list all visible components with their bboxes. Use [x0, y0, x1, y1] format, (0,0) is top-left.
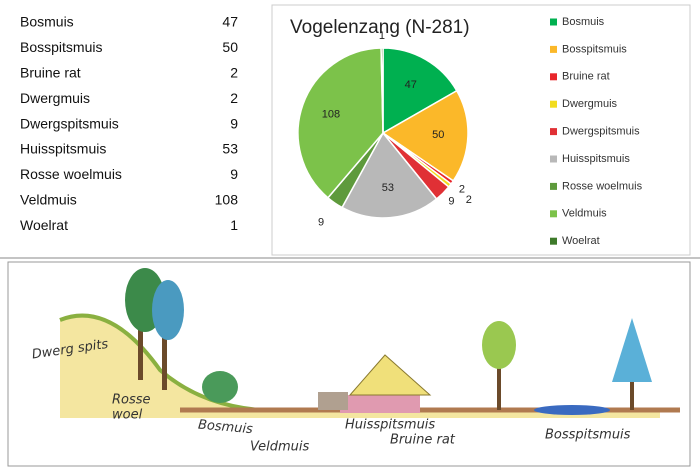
row-value: 108 — [215, 192, 239, 208]
legend-swatch — [550, 238, 557, 245]
data-label: 50 — [432, 129, 444, 141]
tree — [482, 321, 516, 369]
legend-label: Woelrat — [562, 235, 600, 247]
legend-swatch — [550, 101, 557, 108]
row-value: 1 — [230, 217, 238, 233]
row-label: Bosmuis — [20, 14, 74, 30]
row-value: 9 — [230, 115, 238, 131]
page: Bosmuis 47 Bosspitsmuis 50 Bruine rat 2 Dwergm… — [0, 0, 700, 467]
drawing-label: woel — [112, 408, 143, 423]
drawing-label: Bruine rat — [390, 433, 456, 448]
row-value: 9 — [230, 166, 238, 182]
row-label: Bosspitsmuis — [20, 39, 102, 55]
row-label: Dwergmuis — [20, 90, 90, 106]
legend-swatch — [550, 73, 557, 80]
legend-label: Bosspitsmuis — [562, 43, 627, 55]
row-label: Dwergspitsmuis — [20, 115, 119, 131]
data-label: 108 — [322, 108, 340, 120]
data-label: 47 — [405, 79, 417, 91]
tree — [152, 280, 184, 340]
legend-swatch — [550, 46, 557, 53]
legend-swatch — [550, 156, 557, 163]
legend-label: Dwergmuis — [562, 98, 618, 110]
pond — [534, 405, 610, 415]
legend-swatch — [550, 183, 557, 190]
data-label: 1 — [379, 30, 385, 42]
row-label: Woelrat — [20, 217, 68, 233]
drawing-label: Bosspitsmuis — [545, 428, 631, 443]
row-value: 2 — [230, 90, 238, 106]
data-label: 9 — [318, 217, 324, 229]
row-label: Huisspitsmuis — [20, 141, 106, 157]
row-label: Bruine rat — [20, 65, 81, 81]
bush — [202, 371, 238, 403]
drawing-label: Veldmuis — [250, 440, 310, 455]
data-label: 53 — [382, 182, 394, 194]
legend-swatch — [550, 210, 557, 217]
row-value: 50 — [222, 39, 238, 55]
legend-swatch — [550, 128, 557, 135]
row-value: 2 — [230, 65, 238, 81]
legend-label: Bruine rat — [562, 71, 610, 83]
row-value: 53 — [222, 141, 238, 157]
drawing-label: Huisspitsmuis — [345, 418, 435, 433]
data-label: 2 — [459, 183, 465, 195]
legend-swatch — [550, 19, 557, 26]
legend-label: Dwergspitsmuis — [562, 126, 640, 138]
row-value: 47 — [222, 14, 238, 30]
legend-label: Bosmuis — [562, 16, 605, 28]
data-label: 9 — [448, 196, 454, 208]
row-label: Veldmuis — [20, 192, 77, 208]
drawing-label: Rosse — [112, 393, 151, 408]
house — [340, 395, 420, 413]
legend-label: Rosse woelmuis — [562, 180, 643, 192]
shed — [318, 392, 348, 410]
data-label: 2 — [466, 194, 472, 206]
legend-label: Veldmuis — [562, 208, 607, 220]
row-label: Rosse woelmuis — [20, 166, 122, 182]
legend-label: Huisspitsmuis — [562, 153, 630, 165]
